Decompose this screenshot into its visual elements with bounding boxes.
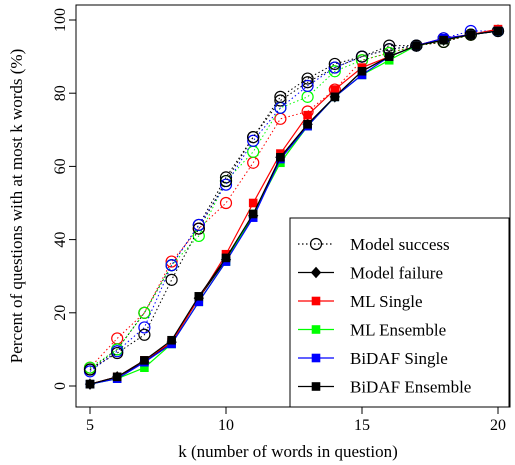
data-point — [303, 120, 312, 129]
data-point — [330, 92, 340, 102]
data-point — [357, 66, 367, 76]
y-tick-label: 100 — [52, 8, 69, 32]
x-axis-label: k (number of words in question) — [178, 442, 398, 461]
data-point — [274, 90, 287, 103]
x-axis: 5 10 15 20 — [86, 406, 506, 434]
legend-item-ml-ensemble: ML Ensemble — [298, 321, 446, 340]
y-tick-label: 80 — [52, 85, 69, 101]
data-point — [301, 72, 314, 85]
data-point — [328, 57, 341, 71]
legend-label: Model success — [350, 235, 450, 254]
legend-item-model-failure: Model failure — [298, 264, 443, 283]
data-point — [221, 253, 231, 263]
data-point — [111, 332, 124, 345]
data-point — [466, 30, 476, 39]
series-line — [89, 30, 499, 370]
x-tick-label: 20 — [490, 417, 506, 434]
legend-label: ML Ensemble — [350, 321, 446, 340]
data-point — [165, 255, 178, 268]
data-point — [274, 112, 287, 125]
legend-item-ml-single: ML Single — [298, 292, 423, 311]
series-line — [89, 30, 499, 370]
data-point — [111, 346, 124, 360]
data-point — [301, 90, 314, 103]
data-point — [140, 356, 149, 365]
data-point — [328, 61, 341, 74]
legend-marker — [311, 325, 321, 334]
data-point — [493, 26, 503, 36]
data-point — [247, 131, 260, 144]
data-point — [355, 50, 369, 63]
data-point — [219, 178, 233, 191]
legend: Model success Model failure ML Single ML En… — [289, 217, 510, 408]
data-point — [192, 222, 205, 235]
legend-label: BiDAF Single — [350, 349, 448, 368]
legend-item-bidaf-ensemble: BiDAF Ensemble — [298, 378, 471, 397]
data-point — [412, 41, 421, 50]
data-point — [138, 321, 151, 334]
data-point — [83, 363, 97, 376]
legend-item-model-success: Model success — [298, 235, 450, 254]
legend-marker — [309, 237, 323, 251]
data-point — [138, 328, 151, 341]
legend-box — [289, 217, 510, 408]
legend-marker — [311, 382, 321, 391]
legend-item-bidaf-single: BiDAF Single — [298, 349, 448, 368]
legend-label: ML Single — [350, 292, 423, 311]
data-point — [274, 94, 287, 107]
data-point — [439, 35, 448, 45]
series-line — [89, 30, 499, 385]
data-point — [167, 335, 176, 345]
y-tick-label: 40 — [52, 232, 69, 248]
data-point — [303, 110, 312, 120]
data-point — [247, 134, 260, 147]
y-tick-label: 0 — [52, 382, 69, 390]
data-point — [248, 198, 258, 208]
x-tick-label: 5 — [86, 417, 94, 434]
data-point — [301, 79, 314, 92]
data-point — [112, 372, 122, 382]
data-point — [276, 152, 285, 162]
series-line — [89, 30, 499, 385]
data-point — [138, 306, 151, 319]
legend-label: BiDAF Ensemble — [350, 378, 471, 397]
y-tick-label: 60 — [52, 158, 69, 174]
legend-marker — [311, 296, 321, 306]
data-point — [219, 171, 233, 184]
data-point — [248, 209, 258, 219]
y-axis-label: Percent of questions with at most k word… — [7, 49, 26, 363]
series-layer — [83, 24, 505, 390]
data-point — [328, 65, 341, 78]
data-point — [330, 85, 340, 94]
data-point — [384, 52, 394, 61]
data-point — [247, 145, 260, 158]
series-failure-bidaf-ensemble — [85, 26, 503, 389]
data-point — [219, 174, 233, 188]
series-success-bidaf-ensemble — [83, 24, 505, 376]
data-point — [219, 196, 233, 210]
x-tick-label: 15 — [354, 417, 370, 434]
data-point — [165, 259, 178, 272]
legend-marker — [311, 353, 321, 363]
y-axis: 0 20 40 60 80 100 — [52, 8, 77, 390]
data-point — [192, 218, 205, 232]
x-tick-label: 10 — [218, 417, 234, 434]
data-point — [85, 379, 95, 389]
data-point — [165, 273, 178, 286]
legend-label: Model failure — [350, 264, 443, 283]
legend-marker — [310, 266, 322, 279]
data-point — [194, 292, 204, 301]
y-tick-label: 20 — [52, 305, 69, 321]
